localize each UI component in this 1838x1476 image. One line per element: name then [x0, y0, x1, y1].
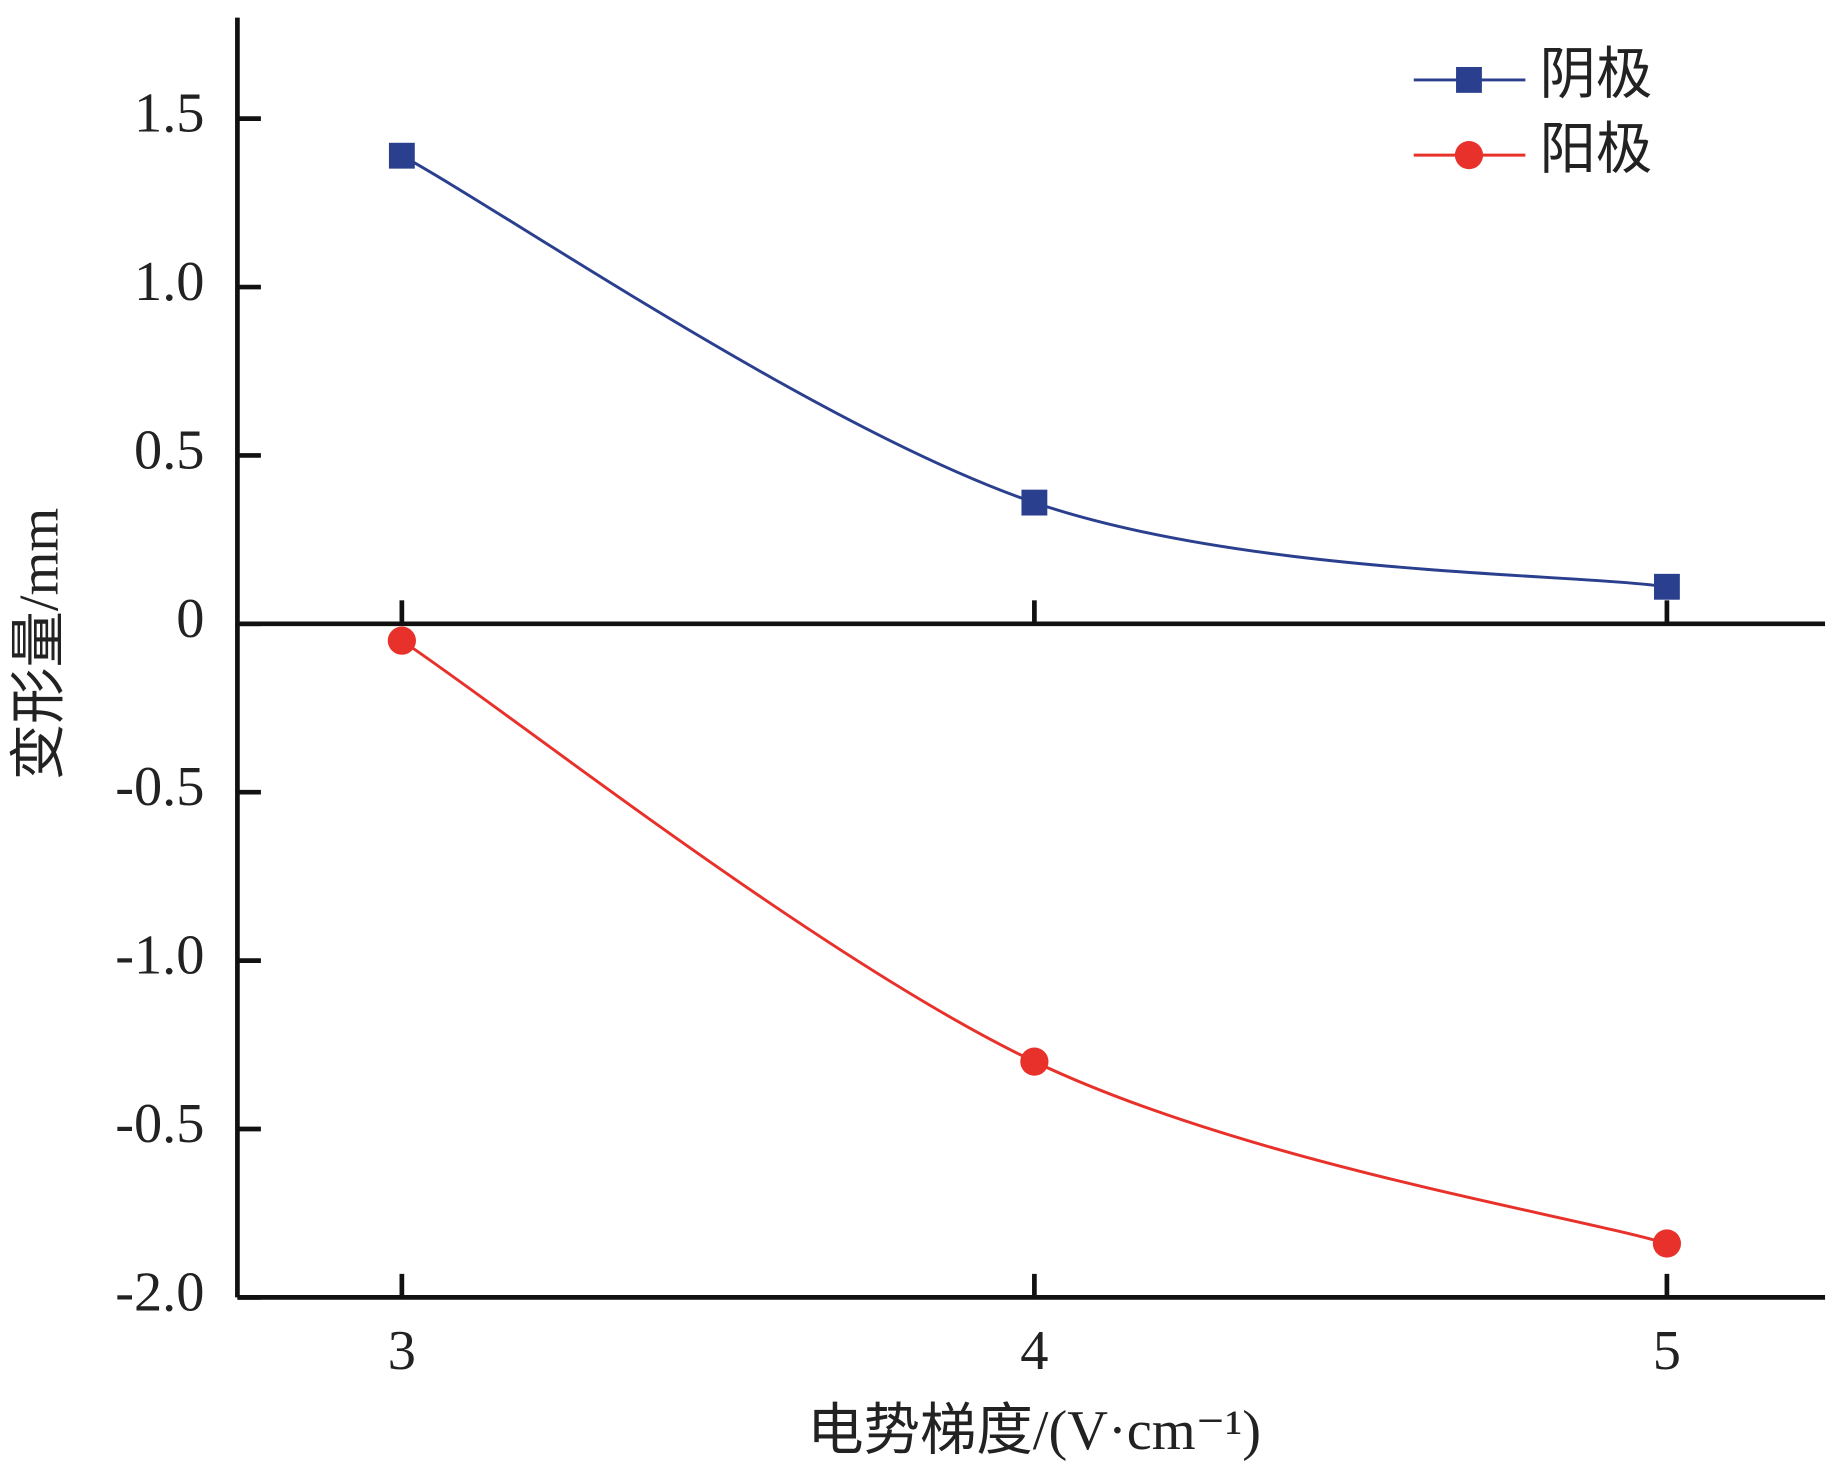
legend-label: 阴极 — [1539, 44, 1652, 106]
series-line — [401, 154, 1668, 589]
legend-marker — [1456, 66, 1482, 93]
x-axis-label: 电势梯度/(V·cm⁻¹) — [807, 1400, 1261, 1462]
marker — [1020, 1047, 1049, 1076]
y-tick-label: 0 — [176, 588, 204, 650]
series-line — [401, 639, 1668, 1245]
y-tick-label: -1.0 — [115, 925, 204, 987]
marker — [1021, 489, 1048, 516]
y-tick-label: -2.0 — [115, 1261, 204, 1323]
y-tick-label: 0.5 — [134, 419, 205, 481]
legend-marker — [1454, 141, 1484, 170]
y-tick-label: 1.5 — [134, 83, 205, 145]
y-tick-label: 1.0 — [134, 251, 205, 313]
legend-label: 阳极 — [1539, 119, 1652, 181]
marker — [387, 626, 416, 655]
y-axis-label: 变形量/mm — [9, 508, 71, 781]
marker — [388, 142, 415, 169]
x-tick-label: 4 — [1020, 1320, 1048, 1382]
x-tick-label: 5 — [1653, 1320, 1681, 1382]
y-tick-label: -0.5 — [115, 756, 204, 818]
y-tick-label: -0.5 — [115, 1093, 204, 1155]
marker — [1653, 573, 1680, 600]
x-tick-label: 3 — [388, 1320, 416, 1382]
marker — [1652, 1229, 1682, 1258]
